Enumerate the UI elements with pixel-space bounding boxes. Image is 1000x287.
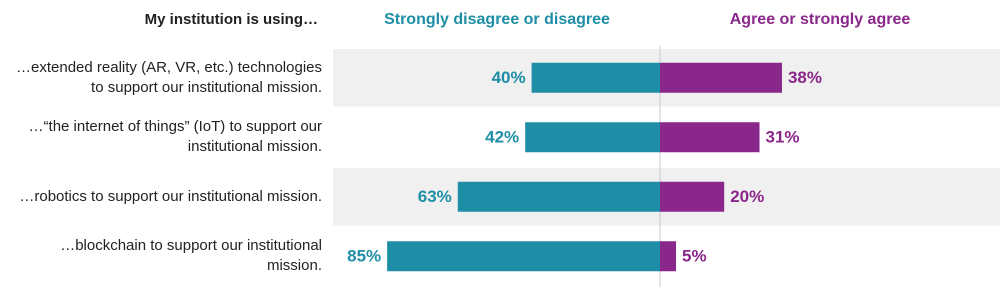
category-label: …“the internet of things” (IoT) to suppo… bbox=[28, 118, 322, 156]
value-label: 5% bbox=[682, 247, 707, 266]
bar bbox=[660, 181, 725, 212]
value-label: 85% bbox=[347, 247, 381, 266]
bar bbox=[660, 122, 760, 153]
value-label: 38% bbox=[788, 68, 822, 87]
category-label: …robotics to support our institutional m… bbox=[19, 187, 322, 205]
legend-label: Agree or strongly agree bbox=[730, 11, 911, 28]
chart-title: My institution is using… bbox=[145, 11, 318, 28]
bar bbox=[660, 241, 677, 272]
bar bbox=[660, 62, 782, 93]
bar bbox=[387, 241, 660, 272]
value-label: 31% bbox=[766, 128, 800, 147]
category-label: …blockchain to support our institutional… bbox=[60, 237, 322, 275]
value-label: 40% bbox=[492, 68, 526, 87]
bar bbox=[457, 181, 660, 212]
category-label: …extended reality (AR, VR, etc.) technol… bbox=[16, 58, 322, 96]
value-label: 42% bbox=[485, 128, 519, 147]
value-label: 63% bbox=[418, 187, 452, 206]
bar bbox=[525, 122, 660, 153]
value-label: 20% bbox=[730, 187, 764, 206]
legend-label: Strongly disagree or disagree bbox=[384, 11, 610, 28]
bar bbox=[531, 62, 660, 93]
